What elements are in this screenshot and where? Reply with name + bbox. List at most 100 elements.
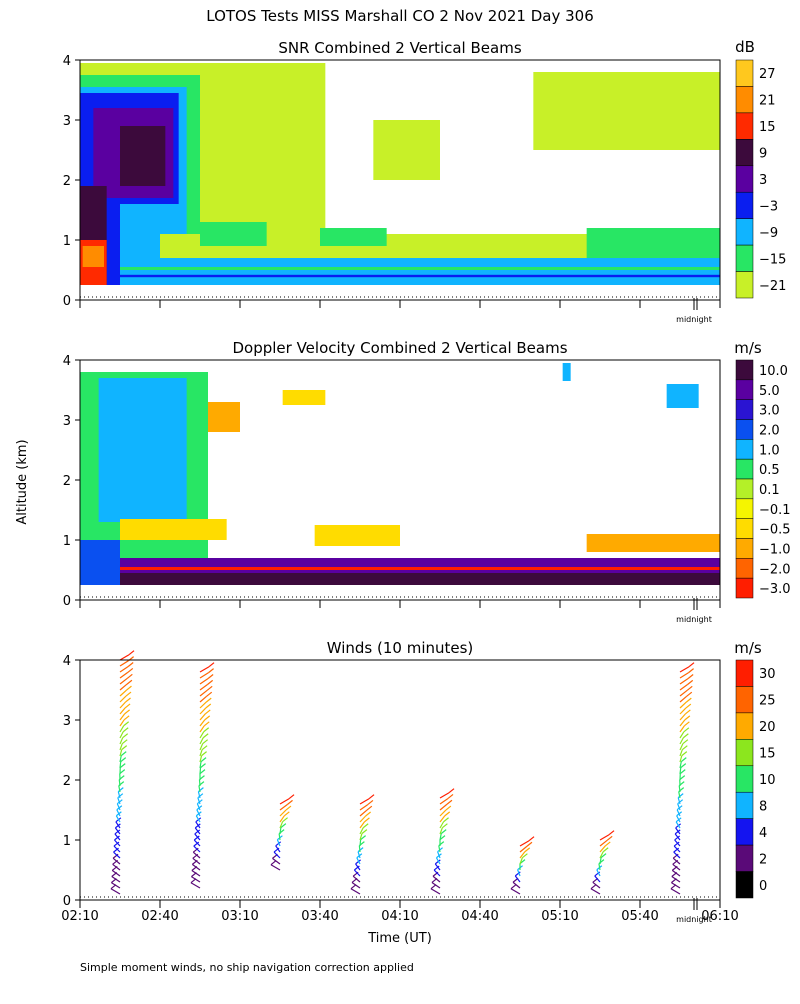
winds-barb-feather-3-14 xyxy=(368,800,373,804)
winds-barb-feather-7-26 xyxy=(684,728,689,732)
winds-barb-0-21 xyxy=(120,762,121,768)
winds-colorbar-seg-0 xyxy=(736,660,753,686)
winds-barb-7-36 xyxy=(680,673,689,678)
winds-barb-feather-1-20 xyxy=(201,758,206,762)
winds-barb-feather-0-32 xyxy=(126,692,131,696)
winds-colorbar-seg-3 xyxy=(736,739,753,765)
doppler-region-6 xyxy=(315,525,400,546)
winds-title: Winds (10 minutes) xyxy=(327,639,474,657)
winds-barb-feather-4-14 xyxy=(447,800,452,804)
winds-barb-1-30 xyxy=(200,702,206,708)
winds-colorbar-label-2: 20 xyxy=(759,720,776,735)
snr-colorbar-seg-3 xyxy=(736,139,753,165)
winds-barb-1-27 xyxy=(200,720,205,726)
winds-barb-feather-1-19 xyxy=(201,764,206,768)
doppler-region-3 xyxy=(120,519,227,540)
winds-colorbar-seg-6 xyxy=(736,819,753,845)
winds-barb-feather-6-9 xyxy=(609,831,614,835)
winds-xtick-label-2: 03:10 xyxy=(221,909,258,924)
winds-barb-3-14 xyxy=(360,804,368,810)
doppler-colorbar-seg-9 xyxy=(736,539,753,559)
winds-barb-feather-0-39 xyxy=(129,651,134,655)
winds-barb-feather-7-25 xyxy=(683,734,688,738)
winds-barb-7-0 xyxy=(671,889,680,894)
winds-xtick-label-6: 05:10 xyxy=(541,909,578,924)
winds-profile-2 xyxy=(271,795,294,870)
doppler-colorbar-label-10: −2.0 xyxy=(759,562,791,577)
winds-barb-feather-3-12 xyxy=(366,812,371,816)
winds-barb-feather-0-30 xyxy=(125,704,130,708)
winds-barb-feather-4-16 xyxy=(449,789,454,793)
snr-colorbar-seg-0 xyxy=(736,60,753,86)
winds-barb-feather-7-36 xyxy=(689,669,694,673)
winds-barb-6-5 xyxy=(600,858,601,864)
winds-barb-feather-2-7 xyxy=(283,818,288,822)
winds-barb-feather-7-28 xyxy=(685,716,690,720)
doppler-colorbar-seg-0 xyxy=(736,360,753,380)
winds-barb-feather-5-0 xyxy=(511,885,516,889)
winds-barb-feather-4-11 xyxy=(444,818,449,822)
winds-barb-feather-1-32 xyxy=(207,686,212,690)
winds-barb-feather-2-8 xyxy=(284,812,289,816)
winds-barb-feather-3-6 xyxy=(358,848,363,852)
winds-colorbar-label-1: 25 xyxy=(759,694,776,709)
winds-barb-feather-3-10 xyxy=(363,824,368,828)
doppler-region-8 xyxy=(120,573,733,585)
snr-colorbar-label-0: 27 xyxy=(759,67,776,82)
snr-ytick-label-4: 4 xyxy=(63,54,71,69)
winds-colorbar-label-0: 30 xyxy=(759,667,776,682)
winds-barb-feather-7-34 xyxy=(688,680,693,684)
winds-barb-feather-7-21 xyxy=(681,758,686,762)
winds-barb-feather-5-7 xyxy=(527,842,532,846)
winds-barb-4-14 xyxy=(440,804,447,810)
winds-barb-feather-1-30 xyxy=(206,698,211,702)
winds-colorbar-label-5: 8 xyxy=(759,799,767,814)
winds-profile-3 xyxy=(351,795,374,894)
winds-barb-feather-0-36 xyxy=(128,668,133,672)
doppler-colorbar-label-11: −3.0 xyxy=(759,582,791,597)
snr-region-6 xyxy=(120,126,165,186)
winds-barb-feather-2-9 xyxy=(286,806,291,810)
winds-barb-7-35 xyxy=(680,678,688,684)
winds-barb-feather-2-10 xyxy=(288,800,293,804)
snr-ytick-label-1: 1 xyxy=(63,234,71,249)
doppler-colorbar-seg-4 xyxy=(736,439,753,459)
winds-barb-feather-0-25 xyxy=(123,734,128,738)
winds-ytick-label-1: 1 xyxy=(63,834,71,849)
winds-ytick-label-3: 3 xyxy=(63,714,71,729)
winds-barb-feather-1-22 xyxy=(202,746,207,750)
doppler-region-5 xyxy=(283,390,326,405)
winds-xtick-label-7: 05:40 xyxy=(621,909,658,924)
winds-barb-3-7 xyxy=(359,846,360,852)
snr-colorbar-label-6: −9 xyxy=(759,226,778,241)
winds-barb-feather-7-22 xyxy=(682,752,687,756)
doppler-region-11 xyxy=(563,363,571,381)
winds-barb-0-0 xyxy=(111,889,120,894)
doppler-region-2 xyxy=(80,540,120,585)
winds-barb-feather-1-31 xyxy=(207,692,212,696)
winds-barb-1-31 xyxy=(200,696,207,702)
winds-barb-0-31 xyxy=(120,702,126,708)
winds-barb-2-11 xyxy=(280,799,289,804)
winds-ytick-label-0: 0 xyxy=(63,894,71,909)
winds-barb-4-15 xyxy=(440,798,448,804)
snr-colorbar-label-4: 3 xyxy=(759,173,767,188)
doppler-colorbar-seg-1 xyxy=(736,380,753,400)
winds-barb-feather-1-23 xyxy=(203,740,208,744)
winds-barb-feather-1-26 xyxy=(204,722,209,726)
winds-barb-5-2 xyxy=(515,876,520,882)
snr-panel: SNR Combined 2 Vertical Beams dB 01234mi… xyxy=(63,38,787,324)
winds-colorbar-label-3: 15 xyxy=(759,747,776,762)
winds-barb-7-28 xyxy=(680,720,685,726)
doppler-colorbar-seg-7 xyxy=(736,499,753,519)
snr-colorbar-label-7: −15 xyxy=(759,252,786,267)
winds-barb-0-32 xyxy=(120,696,126,702)
winds-barb-7-17 xyxy=(679,786,680,792)
winds-barb-0-35 xyxy=(120,678,127,684)
doppler-colorbar-seg-11 xyxy=(736,578,753,598)
winds-barb-feather-7-33 xyxy=(687,686,692,690)
winds-colorbar-seg-4 xyxy=(736,766,753,792)
winds-barb-feather-1-25 xyxy=(204,728,209,732)
